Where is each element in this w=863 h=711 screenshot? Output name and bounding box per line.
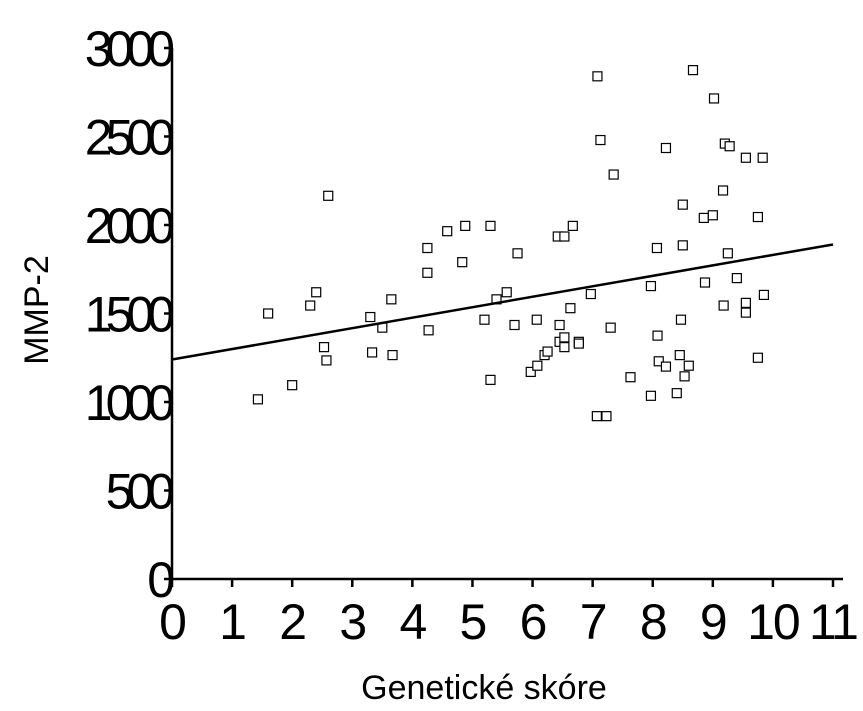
data-point (387, 349, 398, 361)
data-point (608, 169, 619, 180)
data-point (457, 257, 468, 268)
x-tick-label: 9 (700, 594, 726, 650)
data-point (365, 311, 376, 323)
data-point (671, 388, 682, 399)
data-point (323, 190, 334, 201)
data-point (679, 371, 690, 382)
data-point (318, 342, 330, 353)
data-point (595, 134, 606, 146)
y-tick-label: 2000 (85, 198, 173, 254)
data-point (660, 142, 672, 154)
data-point (660, 361, 672, 372)
data-point (460, 220, 471, 231)
y-tick-label: 3000 (85, 21, 173, 77)
data-point (532, 360, 543, 371)
data-point (512, 248, 523, 259)
data-point (645, 280, 657, 292)
data-point (758, 289, 769, 301)
data-point (585, 288, 596, 300)
data-points (252, 65, 769, 422)
data-point (554, 319, 565, 331)
data-point (287, 380, 298, 391)
data-point (601, 411, 612, 422)
y-tick-label: 2500 (85, 110, 173, 166)
x-axis-title: Genetické skóre (361, 669, 607, 707)
data-point (509, 319, 520, 331)
data-point (311, 287, 322, 298)
data-point (740, 297, 751, 308)
x-tick-label: 3 (339, 594, 365, 650)
data-point (605, 322, 616, 333)
data-point (653, 356, 664, 367)
data-point (423, 325, 434, 336)
data-point (731, 273, 742, 284)
y-axis-title: MMP-2 (18, 255, 56, 365)
data-point (501, 287, 512, 298)
x-tick-label: 5 (460, 594, 486, 650)
data-point (740, 152, 751, 163)
data-point (559, 231, 570, 242)
x-ticks: 0 1 2 3 4 5 6 7 8 9 10 11 (159, 579, 859, 650)
data-point (718, 300, 729, 311)
x-tick-label: 4 (399, 594, 426, 650)
data-point (565, 303, 576, 314)
data-point (252, 394, 264, 405)
data-point (677, 240, 688, 251)
x-tick-label: 0 (159, 594, 185, 650)
data-point (707, 210, 718, 221)
data-point (687, 65, 699, 76)
data-point (422, 267, 433, 278)
data-point (485, 220, 496, 231)
data-point (531, 314, 542, 325)
data-point (752, 211, 763, 223)
data-point (573, 338, 584, 349)
x-tick-label: 2 (279, 594, 305, 650)
data-point (645, 390, 657, 401)
data-point (559, 332, 570, 343)
data-point (386, 294, 397, 305)
data-point (559, 342, 570, 353)
data-point (442, 226, 453, 237)
data-point (479, 314, 490, 325)
data-point (542, 346, 553, 357)
data-point (683, 360, 694, 371)
data-point (592, 71, 603, 82)
data-point (651, 242, 663, 254)
trend-line (171, 243, 834, 361)
data-point (698, 212, 709, 224)
data-point (305, 300, 316, 311)
data-point (321, 355, 332, 366)
data-point (525, 366, 536, 378)
data-point (724, 141, 735, 152)
y-tick-label: 1500 (85, 287, 173, 343)
x-tick-label: 11 (809, 594, 857, 650)
data-point (625, 372, 636, 383)
y-tick-label: 500 (106, 464, 174, 520)
data-point (740, 307, 751, 318)
data-point (674, 349, 685, 361)
data-point (591, 411, 602, 422)
data-point (757, 152, 768, 163)
data-point (722, 248, 733, 259)
data-point (717, 185, 729, 196)
data-point (652, 330, 663, 341)
data-point (567, 220, 578, 231)
data-point (485, 374, 496, 385)
data-point (367, 347, 378, 358)
x-tick-label: 8 (640, 594, 666, 650)
data-point (708, 93, 720, 104)
data-point (752, 352, 763, 363)
data-point (675, 314, 687, 325)
data-point (422, 242, 433, 254)
x-tick-label: 10 (747, 594, 799, 650)
x-tick-label: 1 (219, 594, 245, 650)
data-point (263, 308, 274, 319)
x-tick-label: 7 (580, 594, 606, 650)
data-point (677, 199, 688, 210)
x-tick-label: 6 (520, 594, 546, 650)
y-tick-label: 1000 (85, 375, 173, 431)
data-point (699, 277, 711, 288)
